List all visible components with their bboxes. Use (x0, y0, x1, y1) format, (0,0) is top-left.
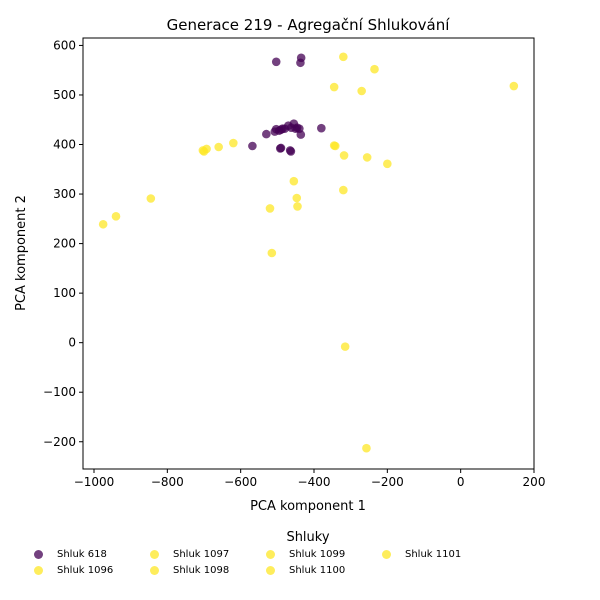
data-point (276, 143, 286, 153)
data-point (340, 342, 350, 351)
data-point (146, 194, 156, 203)
legend-marker (34, 550, 43, 559)
points-layer (98, 52, 519, 453)
data-point (383, 159, 392, 169)
x-tick-label: −600 (224, 475, 257, 489)
y-tick-label: 300 (53, 187, 76, 201)
data-point (111, 212, 121, 221)
legend-label: Shluk 1097 (173, 549, 230, 560)
data-point (296, 58, 305, 68)
legend-label: Shluk 1099 (289, 549, 346, 560)
legend-item: Shluk 618 (34, 549, 107, 560)
x-tick-label: −800 (151, 475, 184, 489)
data-point (330, 141, 340, 151)
legend-item: Shluk 1096 (34, 565, 113, 576)
legend-label: Shluk 1101 (405, 549, 462, 560)
data-point (339, 151, 349, 160)
chart-title: Generace 219 - Agregační Shlukování (167, 16, 451, 34)
plot-frame (82, 37, 535, 470)
data-point (98, 219, 108, 229)
y-tick-label: 400 (53, 138, 76, 152)
x-tick-label: −1000 (74, 475, 115, 489)
data-point (293, 202, 302, 211)
data-point (214, 142, 223, 152)
data-point (198, 146, 208, 155)
ticks-layer: −1000 −800 −600 −400 −200 0 200−200−1000100200… (43, 38, 545, 489)
legend-marker (150, 566, 159, 575)
data-point (229, 138, 238, 148)
legend-item: Shluk 1098 (150, 565, 229, 576)
x-axis-label: PCA komponent 1 (250, 499, 366, 514)
legend-label: Shluk 1096 (57, 565, 114, 576)
data-point (362, 443, 371, 453)
x-tick-label: 0 (457, 475, 465, 489)
data-point (262, 129, 271, 139)
x-tick-label: 200 (523, 475, 546, 489)
legend-item: Shluk 1097 (150, 549, 229, 560)
legend-label: Shluk 1100 (289, 565, 346, 576)
data-point (339, 185, 348, 195)
x-tick-label: −200 (371, 475, 404, 489)
data-point (265, 204, 275, 213)
legend-marker (266, 550, 275, 559)
legend-item: Shluk 1101 (382, 549, 461, 560)
legend-item: Shluk 1100 (266, 565, 345, 576)
y-axis-label: PCA komponent 2 (14, 195, 29, 311)
data-point (289, 176, 299, 186)
legend: Shluk 618 Shluk 1096 Shluk 1097 Shluk 1098 S… (0, 549, 600, 589)
data-point (292, 193, 302, 203)
legend-marker (34, 566, 43, 575)
y-tick-label: −200 (43, 435, 76, 449)
legend-title: Shluky (286, 530, 330, 545)
y-tick-label: −100 (43, 385, 76, 399)
y-tick-label: 0 (68, 336, 76, 350)
y-tick-label: 200 (53, 237, 76, 251)
y-tick-label: 600 (53, 38, 76, 52)
data-point (248, 141, 257, 151)
legend-label: Shluk 618 (57, 549, 107, 560)
x-tick-label: −400 (298, 475, 331, 489)
data-point (267, 248, 277, 258)
legend-label: Shluk 1098 (173, 565, 230, 576)
data-point (286, 147, 296, 156)
data-point (296, 130, 306, 139)
y-tick-label: 100 (53, 286, 76, 300)
legend-item: Shluk 1099 (266, 549, 345, 560)
data-point (271, 57, 281, 67)
legend-marker (382, 550, 391, 559)
data-point (329, 82, 339, 92)
y-tick-label: 500 (53, 88, 76, 102)
legend-marker (150, 550, 159, 559)
data-point (317, 123, 326, 133)
data-point (370, 64, 379, 74)
data-point (509, 81, 519, 91)
legend-marker (266, 566, 275, 575)
data-point (362, 153, 372, 162)
data-point (357, 86, 366, 96)
data-point (339, 52, 348, 62)
